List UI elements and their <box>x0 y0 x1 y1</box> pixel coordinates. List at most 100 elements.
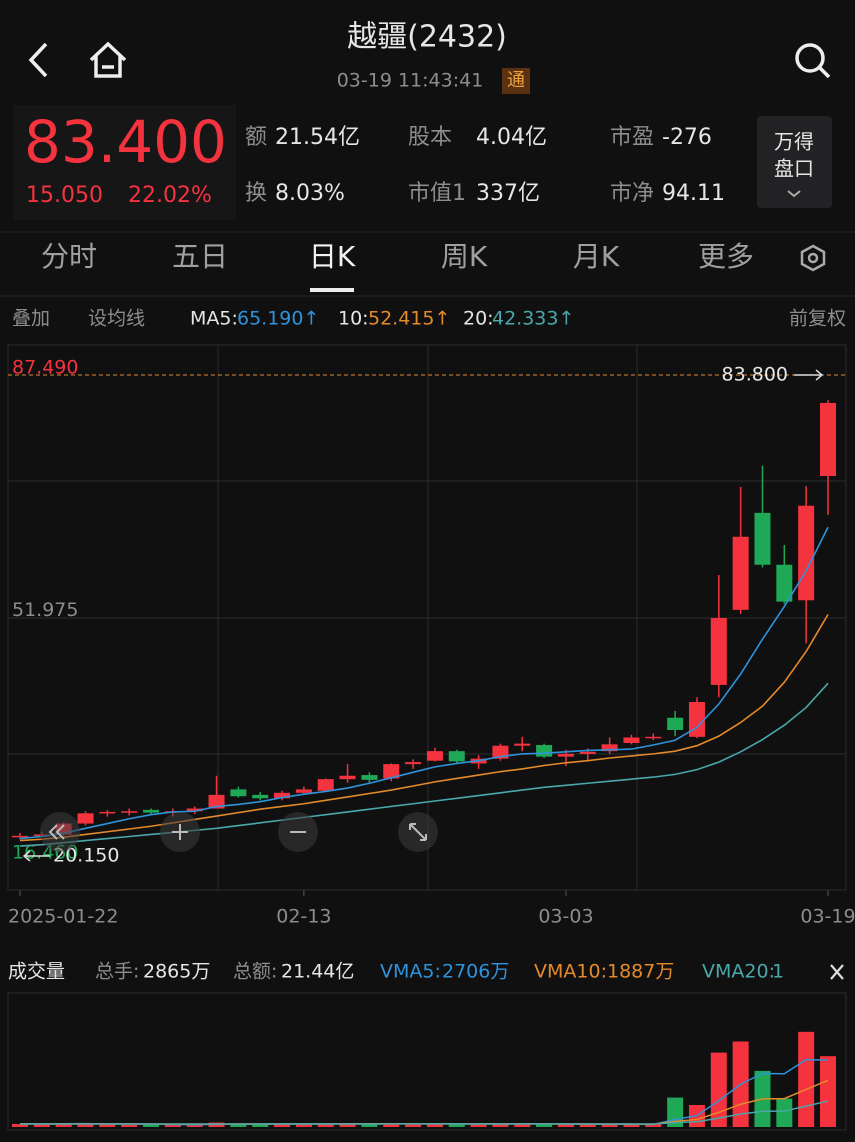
candle-body <box>274 792 291 799</box>
legend-name: VMA5: <box>380 961 441 983</box>
legend-name: 20: <box>463 308 494 330</box>
high-arrow <box>794 369 824 381</box>
chevron <box>787 190 801 198</box>
button-text: 万得 <box>774 130 814 154</box>
tab[interactable]: 月K <box>573 240 620 273</box>
volume-bar <box>383 1123 400 1127</box>
volume-bar <box>492 1123 509 1127</box>
candle-body <box>208 794 225 809</box>
legend-name: VMA10: <box>534 961 607 983</box>
home-button[interactable] <box>89 41 127 78</box>
stat-label: 额 <box>245 125 267 150</box>
legend-name: VMA20: <box>702 961 775 983</box>
change-pct: 22.02% <box>128 183 212 208</box>
candle-body <box>77 813 94 824</box>
back-button[interactable] <box>28 42 48 78</box>
volume-bar <box>601 1124 618 1127</box>
candle-body <box>536 745 553 757</box>
volume-bar <box>317 1123 334 1127</box>
candle-body <box>230 789 247 797</box>
y-tick-label: 51.975 <box>12 599 78 621</box>
volume-bar <box>33 1124 50 1127</box>
candle-body <box>798 505 815 601</box>
volume-bar <box>143 1124 160 1127</box>
volume-bar <box>274 1124 291 1127</box>
volume-bar <box>99 1124 116 1127</box>
settings-button[interactable] <box>800 244 826 272</box>
candle-body <box>252 794 269 799</box>
x-tick-label: 2025-01-22 <box>8 906 118 928</box>
y-tick-label: 87.490 <box>12 357 78 379</box>
candle-body <box>121 811 138 813</box>
x-tick-label: 03-19 <box>800 906 855 928</box>
stat-value: -276 <box>662 125 712 150</box>
volume-bar <box>667 1097 684 1127</box>
tab[interactable]: 分时 <box>41 240 97 273</box>
candle-body <box>820 402 836 476</box>
stat-label: 换 <box>245 181 267 206</box>
volume-bar <box>339 1123 356 1127</box>
candle-body <box>514 743 531 746</box>
candle-body <box>405 762 422 765</box>
tab[interactable]: 五日 <box>172 240 228 273</box>
volume-bar <box>361 1124 378 1127</box>
volume-stat-label: 总手: <box>95 961 139 983</box>
tab[interactable]: 日K <box>309 240 356 273</box>
volume-stat: 21.44亿 <box>281 961 354 983</box>
legend-name: MA5: <box>190 308 238 330</box>
volume-bar <box>798 1031 815 1127</box>
close-volume[interactable] <box>830 964 844 980</box>
volume-bar <box>820 1056 836 1127</box>
legend-value: 65.190↑ <box>237 308 319 330</box>
legend-value: 52.415↑ <box>368 308 450 330</box>
volume-bar <box>230 1123 247 1127</box>
high-annotation: 83.800 <box>722 364 788 386</box>
tab[interactable]: 周K <box>441 240 488 273</box>
candle-body <box>426 751 443 761</box>
ma-line <box>19 614 829 842</box>
stat-value: 4.04亿 <box>476 125 547 150</box>
legend-name: 10: <box>338 308 369 330</box>
candle-body <box>143 809 160 813</box>
change: 15.050 <box>26 183 103 208</box>
volume-bar <box>557 1124 574 1127</box>
zoom-icons <box>48 823 427 841</box>
volume-bar <box>12 1124 28 1127</box>
stat-label: 市值1 <box>408 181 466 206</box>
overlay-button[interactable]: 叠加 <box>12 308 50 330</box>
volume-bar <box>186 1124 203 1127</box>
volume-stat-label: 总额: <box>233 961 277 983</box>
price: 83.400 <box>24 108 227 176</box>
adjust-button[interactable]: 前复权 <box>789 308 846 330</box>
low-annotation: 20.150 <box>53 845 119 867</box>
volume-bar <box>579 1124 596 1127</box>
volume-bar <box>514 1124 531 1127</box>
volume-bar <box>710 1052 727 1127</box>
volume-bar <box>776 1098 793 1127</box>
tab-underline <box>310 288 354 292</box>
candle-body <box>186 808 203 812</box>
candle-body <box>623 737 640 743</box>
candle-body <box>667 717 684 730</box>
badge-bg <box>502 68 530 94</box>
candle-body <box>579 751 596 754</box>
candle-body <box>12 835 28 838</box>
volume-bar <box>164 1125 181 1127</box>
candle-body <box>688 701 705 737</box>
tab[interactable]: 更多 <box>698 240 754 273</box>
chart-control[interactable] <box>40 812 80 852</box>
ma-setting-button[interactable]: 设均线 <box>88 308 145 330</box>
stat-value: 94.11 <box>662 181 725 206</box>
volume-bar <box>121 1124 138 1127</box>
volume-bar <box>55 1123 72 1127</box>
candle-body <box>645 736 662 739</box>
candle-body <box>754 512 771 565</box>
depth-button[interactable] <box>757 116 832 208</box>
legend-value: 2706万 <box>442 961 509 983</box>
candle-body <box>601 744 618 752</box>
volume-bar <box>405 1124 422 1127</box>
stat-label: 股本 <box>408 125 452 150</box>
time: 03-19 11:43:41 <box>337 70 484 92</box>
volume-bar <box>536 1123 553 1127</box>
search-button[interactable] <box>795 43 831 79</box>
